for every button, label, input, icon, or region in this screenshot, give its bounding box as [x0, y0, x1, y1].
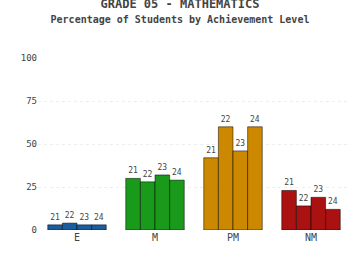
svg-text:GRADE 05 - MATHEMATICSPercenta: GRADE 05 - MATHEMATICSPercentage of Stud…: [51, 0, 310, 25]
svg-text:22: 22: [65, 211, 75, 220]
svg-text:50: 50: [26, 139, 37, 149]
svg-text:21: 21: [206, 146, 216, 155]
svg-text:23: 23: [79, 213, 89, 222]
svg-text:23: 23: [235, 139, 245, 148]
svg-text:E: E: [74, 232, 80, 243]
svg-text:75: 75: [26, 96, 37, 106]
svg-text:PM: PM: [227, 232, 239, 243]
svg-text:0: 0: [32, 225, 37, 235]
svg-text:21: 21: [50, 213, 60, 222]
svg-text:M: M: [152, 232, 158, 243]
svg-text:21: 21: [284, 178, 294, 187]
svg-text:24: 24: [94, 213, 104, 222]
svg-text:22: 22: [221, 115, 231, 124]
svg-text:24: 24: [328, 197, 338, 206]
svg-text:NM: NM: [305, 232, 317, 243]
svg-text:24: 24: [172, 168, 182, 177]
svg-text:24: 24: [250, 115, 260, 124]
svg-text:23: 23: [157, 163, 167, 172]
svg-text:22: 22: [143, 170, 153, 179]
svg-text:21: 21: [128, 166, 138, 175]
svg-text:23: 23: [313, 185, 323, 194]
svg-text:25: 25: [26, 182, 37, 192]
svg-text:100: 100: [21, 53, 37, 63]
svg-text:22: 22: [299, 194, 309, 203]
